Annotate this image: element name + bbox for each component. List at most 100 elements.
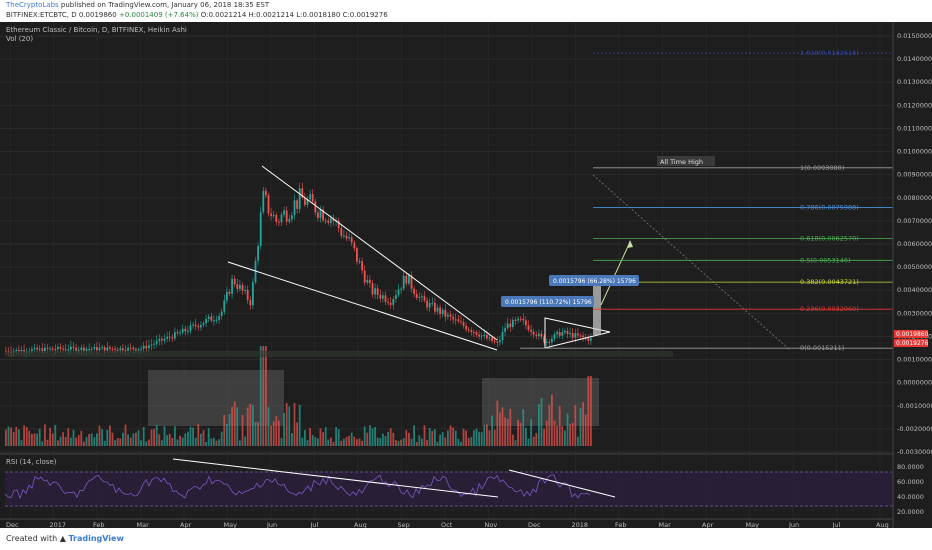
support-zone[interactable] [5,351,673,357]
triangle-pattern[interactable] [544,317,611,349]
candle [137,349,140,351]
candle [296,200,298,209]
candle [543,336,545,343]
candle [127,347,129,351]
candle [298,188,301,209]
volume-bar [439,434,441,446]
candle [306,199,309,205]
volume-bar [249,403,252,446]
lower-trendline[interactable] [227,261,498,351]
volume-bar [259,346,262,446]
volume-bar [280,438,283,446]
fib-level-label: 0.236(0.0032060) [800,305,859,313]
rsi-trendline-2[interactable] [508,469,616,498]
volume-bar [44,424,46,446]
volume-bar [564,430,566,446]
rsi-band [5,472,893,506]
candle [384,295,387,302]
volume-bar [496,400,499,446]
volume-bar [509,408,512,446]
candle [215,319,218,321]
volume-bar [514,440,517,446]
rsi-trendline-1[interactable] [172,458,499,498]
candle [135,349,137,351]
candle [348,237,350,239]
price-change: +0.0001409 (+7.64%) [118,11,199,19]
volume-bar [184,433,187,446]
candle [280,214,283,223]
candle [270,213,272,216]
publisher-link[interactable]: TheCryptoLabs [6,1,59,9]
volume-bar [558,406,561,446]
fib-level-label: 0.786(0.0075988) [800,203,859,211]
candle [304,197,306,205]
candle [259,212,262,247]
x-axis-label: May [746,521,760,528]
volume-bar [301,437,304,446]
volume-bar [132,433,135,446]
candle [574,333,577,338]
volume-bar [291,433,293,446]
volume-bar [150,429,153,446]
volume-bar [314,437,317,446]
volume-highlight-box-2[interactable] [482,378,599,426]
candle [41,348,44,352]
volume-bar [317,438,319,446]
candle [538,333,540,336]
candle [319,209,322,218]
measure-bar[interactable] [593,275,601,335]
volume-bar [566,413,569,446]
volume-bar [72,429,75,446]
candle [218,316,220,320]
volume-bar [579,407,582,446]
candle [535,334,538,336]
x-axis-label: Aug [876,521,889,528]
publisher-line: TheCryptoLabs published on TradingView.c… [6,1,269,9]
candle [519,318,522,320]
upper-trendline[interactable] [261,165,498,341]
candle [501,331,504,341]
ohlc-values: O:0.0021214 H:0.0021214 L:0.0018180 C:0.… [200,11,388,19]
projection-arrow[interactable] [600,241,631,306]
volume-bar [400,439,402,446]
rsi-axis-label: 40.0000 [897,493,924,501]
y-axis-label: -0.0030000 [897,448,932,456]
y-axis-label: 0.0110000 [897,124,932,132]
volume-bar [538,404,540,446]
price-chart-svg[interactable]: 0.0150000 0.0140000 0.0130000 0.0120000 0.01… [0,22,932,529]
candle [397,289,400,296]
x-axis-label: Jul [832,521,841,528]
volume-bar [462,428,465,446]
candle [358,261,361,263]
candle [213,320,215,322]
volume-bar [127,434,129,446]
candle [283,210,285,215]
candle [447,314,449,317]
candle [257,246,259,261]
candle [83,347,85,351]
tradingview-brand[interactable]: TradingView [68,534,124,543]
volume-bar [187,431,189,446]
volume-bar [36,433,38,446]
x-axis-label: Mar [137,521,150,528]
volume-bar [5,429,7,446]
candle [509,323,512,328]
candle [309,194,311,200]
legend-title: Ethereum Classic / Bitcoin, D, BITFINEX,… [6,26,187,34]
chart-area[interactable]: 0.0150000 0.0140000 0.0130000 0.0120000 0.01… [0,22,932,529]
candle [98,348,101,351]
candle [478,334,480,337]
candle [553,334,556,339]
candle [369,280,371,284]
volume-bar [64,436,67,446]
candle [231,278,233,294]
volume-bar [272,421,275,446]
volume-bar [98,425,101,446]
volume-bar [116,437,119,446]
volume-bar [475,428,478,446]
candle [168,336,171,338]
candle [285,210,288,222]
volume-bar [275,416,278,446]
candle [330,218,332,223]
volume-bar [356,439,358,446]
